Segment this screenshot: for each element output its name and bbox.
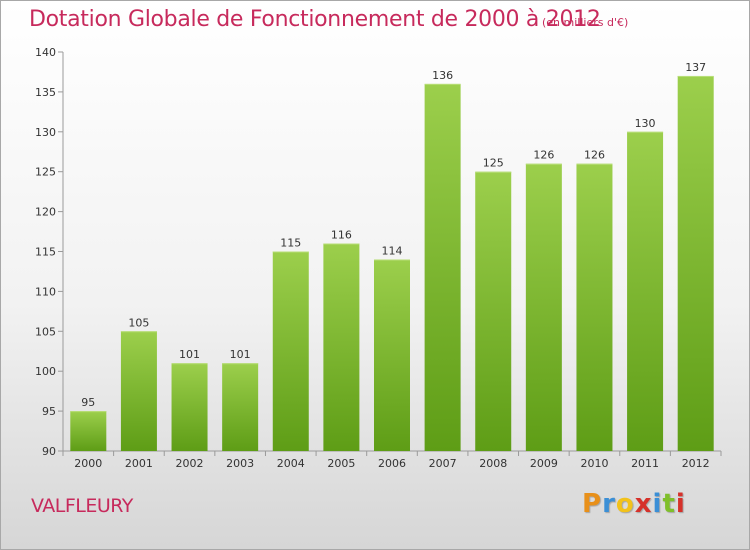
bar bbox=[475, 171, 512, 451]
bar bbox=[272, 251, 309, 451]
bar bbox=[171, 363, 208, 451]
bar bbox=[424, 83, 461, 452]
chart-axes: 90 95 100 105 110 115 120 125 130 135 140 2000 2001 2… bbox=[35, 46, 722, 470]
chart-value-labels: 95 105 101 101 115 116 114 136 125 126 126 130 137 bbox=[81, 61, 706, 409]
x-tick-label: 2000 bbox=[74, 457, 102, 470]
y-tick-label: 140 bbox=[35, 46, 56, 59]
chart-title: Dotation Globale de Fonctionnement de 20… bbox=[29, 7, 601, 32]
bar-value-label: 126 bbox=[584, 149, 605, 162]
chart-unit: (en milliers d'€) bbox=[542, 16, 629, 29]
bar bbox=[627, 131, 664, 452]
x-tick-label: 2007 bbox=[429, 457, 457, 470]
x-tick-label: 2008 bbox=[479, 457, 507, 470]
bar-value-label: 114 bbox=[382, 244, 403, 257]
bar-value-label: 125 bbox=[483, 157, 504, 170]
brand-letter: i bbox=[652, 489, 663, 519]
bar-value-label: 115 bbox=[280, 237, 301, 250]
bar-value-label: 101 bbox=[179, 348, 200, 361]
brand-letter: i bbox=[675, 489, 686, 519]
bar bbox=[323, 243, 360, 451]
proxiti-logo: Proxiti bbox=[582, 489, 686, 519]
bar bbox=[677, 75, 714, 451]
y-tick-label: 95 bbox=[42, 405, 56, 418]
bar-value-label: 105 bbox=[128, 316, 149, 329]
bar-value-label: 126 bbox=[533, 149, 554, 162]
bar-value-label: 116 bbox=[331, 229, 352, 242]
y-tick-label: 115 bbox=[35, 246, 56, 259]
bar bbox=[576, 163, 613, 451]
y-tick-label: 120 bbox=[35, 206, 56, 219]
brand-letter: x bbox=[634, 489, 653, 519]
x-tick-label: 2004 bbox=[277, 457, 305, 470]
x-tick-label: 2010 bbox=[580, 457, 608, 470]
y-tick-label: 90 bbox=[42, 445, 56, 458]
bar-value-label: 95 bbox=[81, 396, 95, 409]
bar bbox=[120, 331, 157, 451]
x-tick-label: 2002 bbox=[176, 457, 204, 470]
chart-bars bbox=[70, 75, 714, 452]
bar bbox=[525, 163, 562, 451]
x-tick-label: 2005 bbox=[327, 457, 355, 470]
x-tick-label: 2006 bbox=[378, 457, 406, 470]
brand-letter: o bbox=[615, 489, 635, 519]
y-tick-label: 130 bbox=[35, 126, 56, 139]
y-tick-label: 105 bbox=[35, 325, 56, 338]
bar-value-label: 130 bbox=[635, 117, 656, 130]
y-tick-label: 100 bbox=[35, 365, 56, 378]
commune-name: VALFLEURY bbox=[31, 495, 133, 517]
bar-value-label: 101 bbox=[230, 348, 251, 361]
brand-letter: t bbox=[662, 489, 676, 519]
bar-value-label: 136 bbox=[432, 69, 453, 82]
x-tick-label: 2009 bbox=[530, 457, 558, 470]
x-tick-label: 2001 bbox=[125, 457, 153, 470]
y-tick-label: 110 bbox=[35, 285, 56, 298]
brand-letter: r bbox=[602, 489, 616, 519]
y-tick-label: 125 bbox=[35, 166, 56, 179]
brand-letter: P bbox=[582, 489, 603, 519]
bar-value-label: 137 bbox=[685, 61, 706, 74]
bar bbox=[70, 411, 107, 451]
bar bbox=[222, 363, 259, 451]
x-tick-label: 2012 bbox=[682, 457, 710, 470]
x-tick-label: 2011 bbox=[631, 457, 659, 470]
x-tick-label: 2003 bbox=[226, 457, 254, 470]
bar bbox=[374, 259, 410, 451]
y-tick-label: 135 bbox=[35, 86, 56, 99]
